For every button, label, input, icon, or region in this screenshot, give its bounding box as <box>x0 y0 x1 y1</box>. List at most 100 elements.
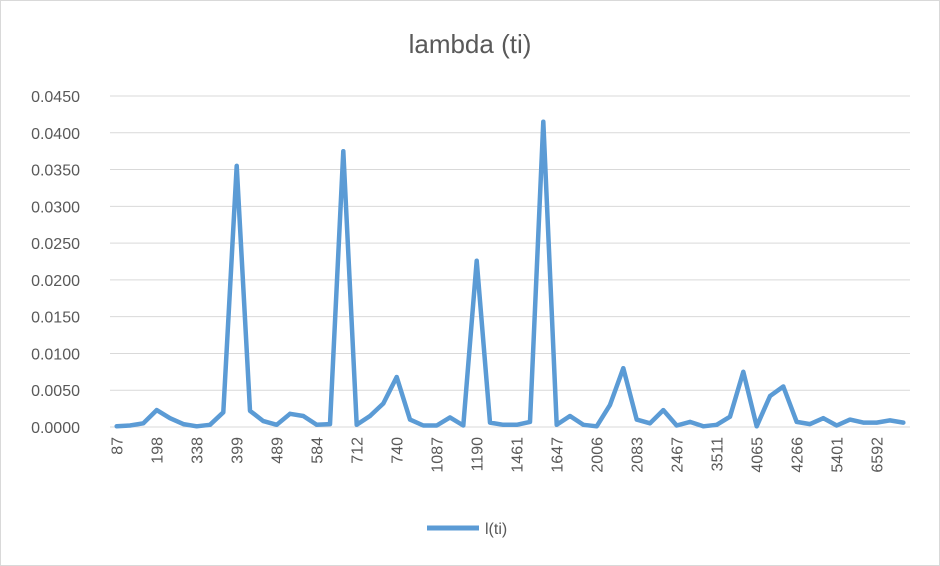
data-point <box>754 424 759 429</box>
data-point <box>341 149 346 154</box>
data-point <box>154 408 159 413</box>
data-point <box>674 423 679 428</box>
data-point <box>448 415 452 420</box>
data-point <box>741 369 746 374</box>
x-tick-label: 1190 <box>470 437 487 472</box>
data-point <box>594 424 599 429</box>
x-tick-label: 584 <box>310 437 327 464</box>
x-tick-label: 6592 <box>870 437 887 473</box>
data-point <box>261 419 266 424</box>
data-point <box>234 163 239 168</box>
data-point <box>661 408 666 413</box>
x-axis-ticks: 87 198 338 399 489 584 712 740 1087 1190 1461 1647 2… <box>110 437 887 473</box>
x-tick-label: 4065 <box>750 437 767 473</box>
data-point <box>474 258 479 263</box>
data-point <box>434 423 439 428</box>
x-tick-label: 740 <box>390 437 407 464</box>
data-point <box>354 422 359 427</box>
y-tick-label: 0.0200 <box>31 273 80 290</box>
data-point <box>274 422 279 427</box>
x-tick-label: 1461 <box>510 437 527 473</box>
x-tick-label: 1647 <box>550 437 567 473</box>
y-tick-label: 0.0100 <box>31 346 80 363</box>
x-tick-label: 4266 <box>790 437 807 473</box>
data-point <box>701 424 706 429</box>
data-point <box>128 423 132 428</box>
gridlines <box>110 95 910 428</box>
y-axis-ticks: 0.0000 0.0050 0.0100 0.0150 0.0200 0.0250 0.03… <box>31 89 80 437</box>
x-tick-label: 2083 <box>630 437 647 473</box>
data-point <box>368 413 372 418</box>
data-point <box>901 420 906 425</box>
x-tick-label: 2006 <box>590 437 607 473</box>
y-tick-label: 0.0400 <box>31 126 80 143</box>
data-point <box>168 416 172 421</box>
data-point <box>514 422 519 427</box>
data-point <box>648 421 652 426</box>
data-point <box>488 420 492 425</box>
data-point <box>181 422 186 427</box>
data-point <box>288 411 292 416</box>
data-point <box>728 414 732 419</box>
data-point <box>328 422 332 427</box>
chart-title: lambda (ti) <box>409 29 532 59</box>
data-point <box>888 418 892 423</box>
legend: l(ti) <box>427 521 507 538</box>
data-point <box>314 422 319 427</box>
series-layer <box>114 119 906 429</box>
y-tick-label: 0.0450 <box>31 89 80 106</box>
x-tick-label: 712 <box>350 437 367 464</box>
data-point <box>301 413 306 418</box>
data-point <box>114 424 119 429</box>
series-line-l-ti <box>114 119 906 429</box>
data-point <box>528 419 532 424</box>
x-tick-label: 399 <box>230 437 247 464</box>
data-point <box>861 420 866 425</box>
data-point <box>501 422 506 427</box>
x-tick-label: 5401 <box>830 437 847 473</box>
data-point <box>768 394 772 399</box>
data-point <box>408 417 412 422</box>
legend-label: l(ti) <box>485 521 507 538</box>
x-tick-label: 3511 <box>710 437 727 472</box>
data-point <box>221 410 226 415</box>
data-point <box>421 423 426 428</box>
y-tick-label: 0.0300 <box>31 199 80 216</box>
y-tick-label: 0.0150 <box>31 310 80 327</box>
data-point <box>608 402 612 407</box>
data-point <box>461 423 466 428</box>
data-point <box>541 119 546 124</box>
data-point <box>381 401 386 406</box>
data-point <box>581 422 586 427</box>
x-tick-label: 489 <box>270 437 287 464</box>
y-tick-label: 0.0050 <box>31 383 80 400</box>
data-point <box>208 422 212 427</box>
data-point <box>821 416 826 421</box>
data-point <box>141 421 146 426</box>
x-tick-label: 338 <box>190 437 207 464</box>
data-point <box>874 420 879 425</box>
x-tick-label: 2467 <box>670 437 687 473</box>
data-point <box>794 419 799 424</box>
x-tick-label: 198 <box>150 437 167 464</box>
data-point <box>634 417 639 422</box>
data-point <box>848 417 852 422</box>
data-point <box>714 422 719 427</box>
data-point <box>688 419 692 424</box>
x-tick-label: 87 <box>110 437 127 455</box>
x-tick-label: 1087 <box>430 437 447 473</box>
data-point <box>808 422 812 427</box>
data-point <box>568 413 572 418</box>
y-tick-label: 0.0350 <box>31 163 80 180</box>
data-point <box>394 374 399 379</box>
data-point <box>194 424 199 429</box>
data-point <box>781 384 786 389</box>
y-tick-label: 0.0250 <box>31 236 80 253</box>
data-point <box>834 423 839 428</box>
data-point <box>554 422 559 427</box>
data-point <box>248 408 252 413</box>
y-tick-label: 0.0000 <box>31 420 80 437</box>
data-point <box>621 366 626 371</box>
